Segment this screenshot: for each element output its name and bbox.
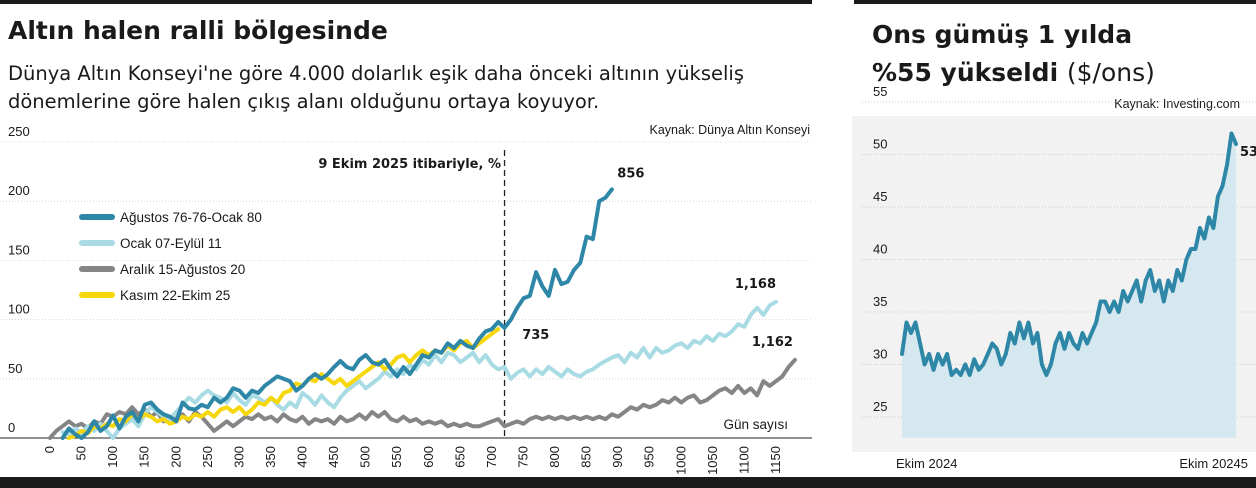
legend-label-1: Ağustos 76-76-Ocak 80 — [120, 210, 262, 225]
x-tick-label: 800 — [547, 446, 562, 468]
x-tick-label: 950 — [642, 446, 657, 468]
end-value-label-2: 1,168 — [735, 277, 776, 292]
x-tick-label: 50 — [74, 446, 89, 460]
silver-price-chart: Kaynak: Investing.com 25 30 35 40 45 50 55 Ekim… — [852, 84, 1256, 471]
x-tick-label: 900 — [610, 446, 625, 468]
x-tick-label: 250 — [200, 446, 215, 468]
end-value-label-4: 735 — [522, 328, 549, 343]
x-tick-label: 700 — [484, 446, 499, 468]
legend-label-3: Aralık 15-Ağustos 20 — [120, 262, 245, 277]
x-tick-label: 1000 — [673, 446, 688, 475]
silver-y-tick-label: 40 — [873, 242, 887, 257]
gold-chart-subtitle: Dünya Altın Konseyi'ne göre 4.000 dolarl… — [8, 62, 744, 113]
x-tick-label: 650 — [452, 446, 467, 468]
y-tick-label: 150 — [8, 242, 30, 257]
x-tick-label: 550 — [389, 446, 404, 468]
x-tick-label: 300 — [231, 446, 246, 468]
series-line-1 — [60, 187, 614, 440]
top-rule-right — [854, 0, 1256, 4]
silver-y-tick-label: 50 — [873, 137, 887, 152]
silver-title-bold: %55 yükseldi — [872, 58, 1059, 87]
silver-y-tick-label: 55 — [873, 84, 887, 99]
x-tick-label: 150 — [137, 446, 152, 468]
x-tick-label: 850 — [579, 446, 594, 468]
silver-title-line1: Ons gümüş 1 yılda — [872, 20, 1133, 49]
y-tick-label: 200 — [8, 183, 30, 198]
x-tick-label: 1100 — [736, 446, 751, 474]
x-tick-label: 1050 — [705, 446, 720, 475]
x-tick-label: 500 — [358, 446, 373, 468]
x-tick-label: 400 — [295, 446, 310, 468]
gold-source: Kaynak: Dünya Altın Konseyi — [649, 123, 810, 137]
silver-y-tick-label: 25 — [873, 399, 887, 414]
top-rule-left — [0, 0, 812, 4]
silver-x-label-start: Ekim 2024 — [896, 456, 957, 471]
silver-y-tick-label: 45 — [873, 189, 887, 204]
silver-x-label-end: Ekim 20245 — [1179, 456, 1248, 471]
silver-end-value-label: 53 — [1240, 145, 1256, 160]
x-tick-label: 750 — [515, 446, 530, 468]
y-tick-label: 50 — [8, 361, 22, 376]
silver-y-tick-label: 30 — [873, 347, 887, 362]
silver-price-line — [900, 131, 1238, 377]
x-tick-label: 600 — [421, 446, 436, 468]
y-tick-label: 0 — [8, 420, 15, 435]
silver-y-tick-label: 35 — [873, 294, 887, 309]
silver-chart-title: Ons gümüş 1 yılda %55 yükseldi ($/ons) — [872, 16, 1155, 92]
x-tick-label: 0 — [42, 446, 57, 453]
series-line-3 — [48, 357, 797, 440]
silver-title-unit: ($/ons) — [1066, 58, 1155, 87]
legend-label-2: Ocak 07-Eylül 11 — [120, 236, 222, 251]
x-tick-label: 200 — [168, 446, 183, 468]
x-axis-title: Gün sayısı — [723, 417, 788, 432]
bottom-bar — [0, 477, 1256, 488]
end-value-label-3: 1,162 — [752, 335, 793, 350]
gold-chart-title: Altın halen ralli bölgesinde — [8, 16, 388, 45]
gold-rally-chart: Kaynak: Dünya Altın Konseyi 0 50 100 150 200… — [0, 123, 812, 475]
x-tick-label: 350 — [263, 446, 278, 468]
x-tick-label: 1150 — [768, 446, 783, 474]
legend-label-4: Kasım 22-Ekim 25 — [120, 288, 230, 303]
end-value-label-1: 856 — [617, 166, 644, 181]
date-marker-label: 9 Ekim 2025 itibariyle, % — [318, 157, 501, 172]
y-tick-label: 250 — [8, 124, 30, 139]
x-tick-label: 450 — [326, 446, 341, 468]
x-tick-label: 100 — [105, 446, 120, 468]
y-tick-label: 100 — [8, 302, 30, 317]
silver-source: Kaynak: Investing.com — [1114, 97, 1240, 111]
